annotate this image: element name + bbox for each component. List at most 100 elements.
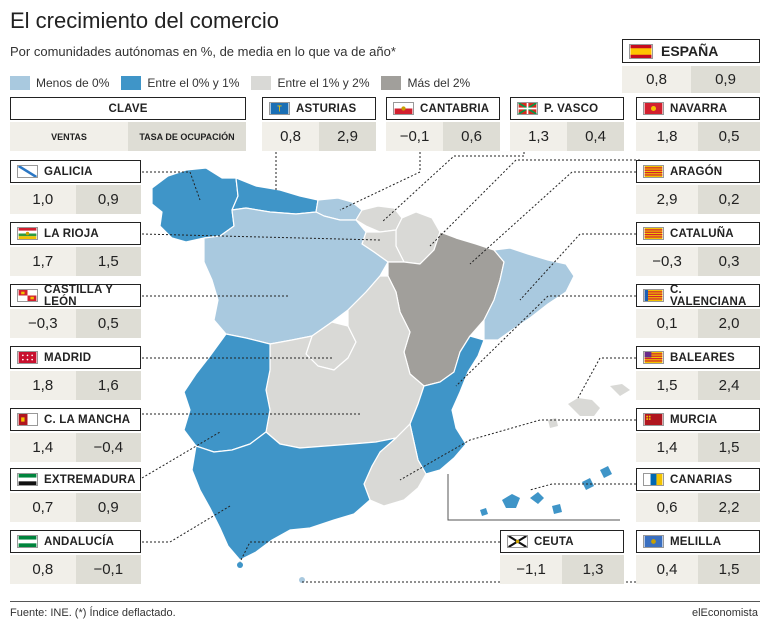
ocupacion-value: 0,5	[698, 122, 760, 151]
card-header: P. VASCO	[510, 97, 624, 120]
ventas-value: −0,1	[386, 122, 443, 151]
ventas-value: −0,3	[10, 309, 76, 338]
card-galicia: GALICIA 1,0 0,9	[10, 160, 141, 214]
leader-aragon	[469, 171, 640, 265]
clave-ventas: VENTAS	[10, 122, 128, 151]
ocupacion-value: −0,4	[75, 433, 141, 462]
ocupacion-value: 0,4	[567, 122, 624, 151]
ocupacion-value: −0,1	[75, 555, 141, 584]
ocupacion-value: 1,3	[562, 555, 624, 584]
card-name: ESPAÑA	[661, 43, 719, 59]
card-values: 0,4 1,5	[636, 555, 760, 584]
ventas-value: 1,7	[10, 247, 76, 276]
castilla-la-mancha-flag-icon	[17, 413, 38, 426]
legend: Menos de 0% Entre el 0% y 1% Entre el 1%…	[10, 74, 482, 92]
card-castilla-leon: CASTILLA Y LEÓN −0,3 0,5	[10, 284, 141, 338]
card-header: MADRID	[10, 346, 141, 369]
ceuta-dot	[237, 562, 243, 568]
card-extremadura: EXTREMADURA 0,7 0,9	[10, 468, 141, 522]
leader-navarra	[429, 159, 640, 247]
card-values: 1,0 0,9	[10, 185, 141, 214]
canarias-flag-icon	[643, 473, 664, 486]
card-values: 1,4 1,5	[636, 433, 760, 462]
card-values: 0,8 −0,1	[10, 555, 141, 584]
ventas-value: 0,6	[636, 493, 698, 522]
ventas-value: 0,8	[262, 122, 319, 151]
andalucia-flag-icon	[17, 535, 38, 548]
card-castilla-la-mancha: C. LA MANCHA 1,4 −0,4	[10, 408, 141, 462]
card-name: MADRID	[44, 351, 92, 364]
ventas-value: −1,1	[500, 555, 562, 584]
region-canarias	[480, 466, 612, 516]
card-header: CANARIAS	[636, 468, 760, 491]
card-name: NAVARRA	[670, 102, 728, 115]
card-values: 2,9 0,2	[636, 185, 760, 214]
card-name: EXTREMADURA	[44, 473, 136, 486]
leader-andalucia	[142, 505, 231, 543]
la-rioja-flag-icon	[17, 227, 38, 240]
leader-murcia	[399, 419, 640, 481]
card-name: ANDALUCÍA	[44, 535, 115, 548]
legend-label: Más del 2%	[407, 76, 471, 90]
card-header: ARAGÓN	[636, 160, 760, 183]
leader-baleares	[577, 357, 640, 399]
card-header: CATALUÑA	[636, 222, 760, 245]
legend-swatch	[121, 76, 142, 90]
legend-swatch	[381, 76, 402, 90]
region-extremadura	[183, 333, 271, 453]
card-name: MELILLA	[670, 535, 722, 548]
card-name: LA RIOJA	[44, 227, 99, 240]
page-title: El crecimiento del comercio	[10, 8, 279, 33]
card-name: CATALUÑA	[670, 227, 734, 240]
card-asturias: ASTURIAS 0,8 2,9	[262, 97, 376, 151]
ventas-value: −0,3	[636, 247, 698, 276]
subtitle: Por comunidades autónomas en %, de media…	[10, 44, 396, 59]
card-values: 1,8 0,5	[636, 122, 760, 151]
region-galicia	[151, 167, 239, 243]
ventas-value: 2,9	[636, 185, 698, 214]
card-values: 1,8 1,6	[10, 371, 141, 400]
card-madrid: MADRID 1,8 1,6	[10, 346, 141, 400]
navarra-flag-icon	[643, 102, 664, 115]
card-header: GALICIA	[10, 160, 141, 183]
ocupacion-value: 1,5	[75, 247, 141, 276]
card-header: MURCIA	[636, 408, 760, 431]
ocupacion-value: 0,9	[75, 185, 141, 214]
card-header: CEUTA	[500, 530, 624, 553]
card-name: GALICIA	[44, 165, 93, 178]
ocupacion-value: 0,2	[698, 185, 760, 214]
card-espana: ESPAÑA 0,8 0,9	[622, 39, 760, 93]
card-values: 1,5 2,4	[636, 371, 760, 400]
leader-cantabria	[339, 148, 421, 211]
card-name: BALEARES	[670, 351, 735, 364]
card-name: CANARIAS	[670, 473, 733, 486]
pais-vasco-flag-icon	[517, 102, 538, 115]
card-name: CASTILLA Y LEÓN	[44, 283, 113, 308]
card-header: BALEARES	[636, 346, 760, 369]
leader-ceuta	[239, 541, 500, 563]
card-values: 0,1 2,0	[636, 309, 760, 338]
card-name: C. LA MANCHA	[44, 413, 131, 426]
ocupacion-value: 0,5	[75, 309, 141, 338]
card-header: CLAVE	[10, 97, 246, 120]
galicia-flag-icon	[17, 165, 38, 178]
card-header: ANDALUCÍA	[10, 530, 141, 553]
ocupacion-value: 2,2	[698, 493, 760, 522]
ventas-value: 1,8	[636, 122, 698, 151]
region-baleares	[548, 384, 630, 428]
spain-flag-icon	[629, 43, 653, 59]
card-header: ASTURIAS	[262, 97, 376, 120]
card-values: 1,4 −0,4	[10, 433, 141, 462]
card-values: 1,7 1,5	[10, 247, 141, 276]
card-navarra: NAVARRA 1,8 0,5	[636, 97, 760, 151]
card-name: ASTURIAS	[296, 102, 357, 115]
cantabria-flag-icon	[393, 102, 414, 115]
card-values: 0,8 2,9	[262, 122, 376, 151]
card-cataluna: CATALUÑA −0,3 0,3	[636, 222, 760, 276]
ocupacion-value: 0,3	[698, 247, 760, 276]
asturias-flag-icon	[269, 102, 290, 115]
card-cantabria: CANTABRIA −0,1 0,6	[386, 97, 500, 151]
region-cataluna	[483, 247, 575, 341]
card-name: MURCIA	[670, 413, 718, 426]
card-canarias: CANARIAS 0,6 2,2	[636, 468, 760, 522]
